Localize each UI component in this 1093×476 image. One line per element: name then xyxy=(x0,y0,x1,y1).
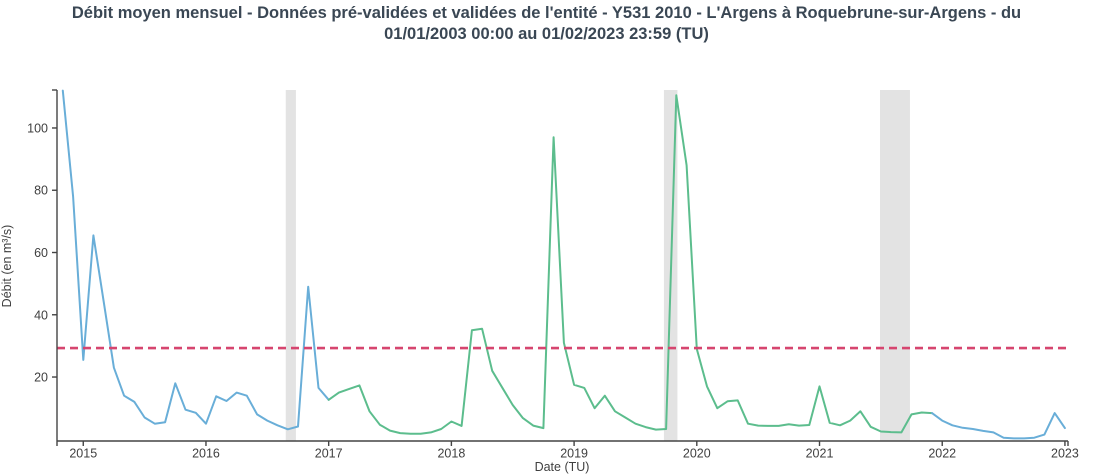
series-donnees-pre-validees-debut xyxy=(61,89,330,431)
x-tick-label: 2018 xyxy=(437,447,465,461)
x-tick-label: 2017 xyxy=(315,447,343,461)
x-tick-label: 2021 xyxy=(806,447,834,461)
y-tick-label: 80 xyxy=(34,184,48,198)
chart-title: Débit moyen mensuel - Données pré-validé… xyxy=(0,3,1093,45)
y-axis-title: Débit (en m³/s) xyxy=(0,225,14,308)
missing-data-band xyxy=(880,90,910,441)
series-donnees-pre-validees-fin xyxy=(931,412,1066,440)
y-tick-label: 20 xyxy=(34,371,48,385)
chart-title-line2: 01/01/2003 00:00 au 01/02/2023 23:59 (TU… xyxy=(384,25,709,43)
y-tick-label: 60 xyxy=(34,246,48,260)
missing-data-band xyxy=(285,90,296,441)
x-tick-label: 2020 xyxy=(683,447,711,461)
x-tick-label: 2016 xyxy=(192,447,220,461)
x-axis-title: Date (TU) xyxy=(535,460,590,474)
x-tick-label: 2022 xyxy=(928,447,956,461)
x-tick-label: 2023 xyxy=(1051,447,1079,461)
chart-title-line1: Débit moyen mensuel - Données pré-validé… xyxy=(71,4,1022,22)
y-tick-label: 100 xyxy=(27,121,48,135)
y-tick-label: 40 xyxy=(34,308,48,322)
x-tick-label: 2015 xyxy=(69,447,97,461)
x-tick-label: 2019 xyxy=(560,447,588,461)
series-donnees-validees xyxy=(327,94,933,435)
